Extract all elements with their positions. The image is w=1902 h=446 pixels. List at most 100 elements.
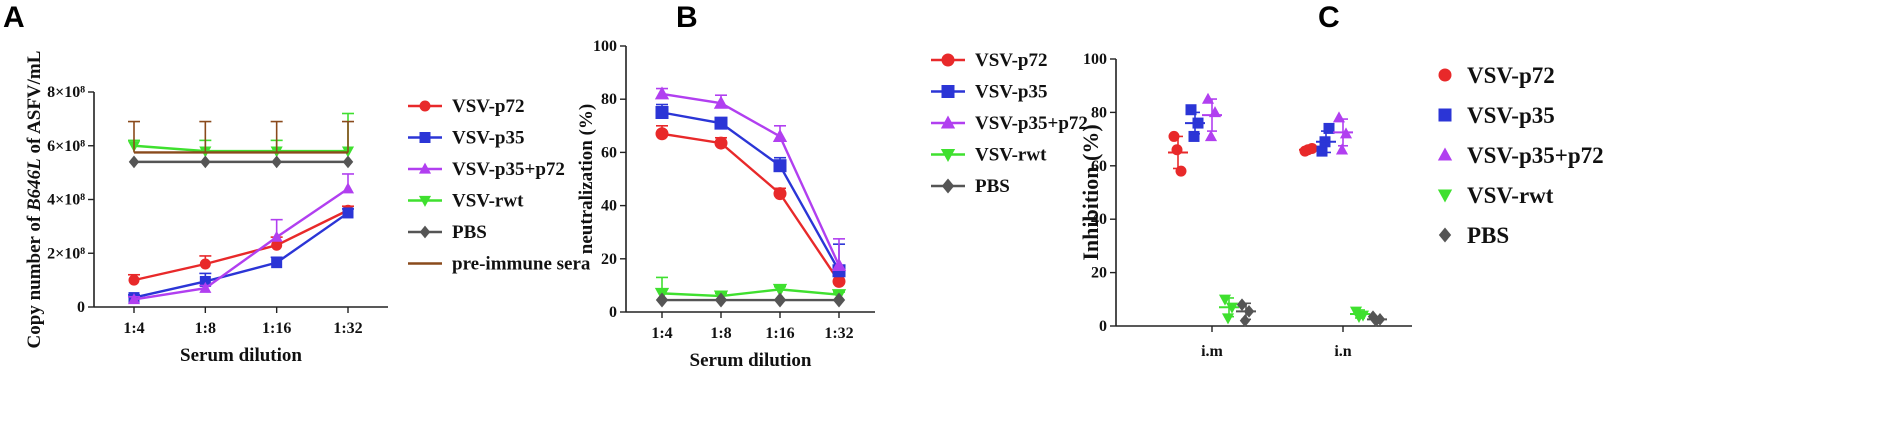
panel-c-legend-item-vsv-p72-label: VSV-p72 (1467, 63, 1555, 88)
panel-a-series-pre-immune-sera (128, 120, 354, 154)
panel-b-x-axis-title: Serum dilution (690, 350, 812, 371)
panel-c-series-pbs-point (1236, 298, 1248, 311)
panel-b-legend-item-vsv-p35-p72: VSV-p35+p72 (931, 113, 1088, 134)
panel-b-series-vsv-p72-line (661, 132, 840, 283)
panel-c-series-pbs (1236, 298, 1387, 327)
panel-a-series-vsv-p35-p72-point (270, 230, 283, 242)
panel-a-plot: 0 2×10⁸ 4×10⁸ 6×10⁸ 8×10⁸ 1:4 1:8 1:16 1:32 Serum… (24, 51, 388, 366)
panel-letter-c: C (1318, 1, 1340, 34)
panel-b-series-vsv-p35-point (773, 159, 787, 173)
panel-a-series-vsv-p72-point (199, 258, 211, 270)
panel-a-x-axis-title: Serum dilution (180, 345, 302, 366)
panel-a-series-vsv-p35-point (342, 207, 354, 219)
panel-b-series-vsv-p35-p72-point (831, 257, 847, 271)
panel-a-series-pbs-point (271, 155, 282, 169)
panel-a: A 0 2×10⁸ 4×10⁸ 6×10⁸ 8×10⁸ 1:4 1:8 1:16 1:32 Ser… (3, 1, 591, 366)
panel-a-y-tick-label: 4×10⁸ (47, 192, 85, 209)
panel-b-series-pbs (655, 292, 846, 308)
panel-c-legend-item-vsv-p72: VSV-p72 (1438, 63, 1555, 88)
panel-c-legend-item-vsv-rwt-swatch-marker (1437, 189, 1453, 203)
panel-c-series-vsv-p35-point (1188, 130, 1200, 142)
panel-b-series-vsv-p35 (655, 103, 846, 278)
panel-a-legend-item-vsv-rwt-swatch-marker (418, 195, 432, 207)
panel-b-legend-item-vsv-rwt: VSV-rwt (931, 145, 1047, 166)
panel-b-legend-item-vsv-rwt-swatch-marker (940, 148, 956, 162)
panel-c-legend-item-vsv-p35-swatch-marker (1438, 108, 1452, 122)
panel-a-series-vsv-p72 (128, 204, 354, 286)
panel-b-legend-item-vsv-p72: VSV-p72 (931, 50, 1048, 71)
panel-a-legend-item-vsv-rwt-label: VSV-rwt (452, 191, 524, 212)
panel-a-legend-item-pbs-swatch-marker (419, 225, 431, 239)
panel-a-x-tick-label: 1:16 (262, 320, 291, 337)
panel-c-y-tick-label: 80 (1091, 104, 1107, 121)
panel-b-legend-item-vsv-rwt-label: VSV-rwt (975, 145, 1047, 166)
panel-a-legend-item-vsv-p35-label: VSV-p35 (452, 128, 525, 149)
panel-b-legend-item-vsv-p72-label: VSV-p72 (975, 50, 1048, 71)
panel-b-series-vsv-p72-point (655, 127, 669, 141)
panel-c-y-tick-label: 0 (1099, 318, 1107, 335)
panel-a-series-vsv-p35-p72-line (133, 187, 349, 301)
panel-a-legend-item-pbs: PBS (408, 222, 487, 243)
panel-c-x-tick-label: i.n (1334, 343, 1351, 360)
panel-c-legend-item-vsv-p35-p72-label: VSV-p35+p72 (1467, 143, 1604, 168)
panel-b-y-axis-title: neutralization (%) (576, 104, 597, 254)
panel-b-y-tick-label: 100 (593, 38, 617, 55)
panel-a-series-vsv-p72-line (133, 209, 349, 282)
panel-c-legend-item-pbs-label: PBS (1467, 223, 1509, 248)
panel-a-legend-item-vsv-p35-p72-swatch-marker (418, 162, 432, 174)
panel-b-series-vsv-p35-p72-point (713, 95, 729, 109)
panel-a-series-vsv-p35-p72-point (127, 293, 141, 305)
panel-a-legend: VSV-p72 VSV-p35 VSV-p35+p72 VSV-rwt PBS pre-i… (408, 96, 591, 275)
panel-c-series-vsv-p35-p72-point (1204, 130, 1218, 142)
panel-c-legend-item-vsv-p35: VSV-p35 (1438, 103, 1555, 128)
panel-a-y-axis-title-part: B646L (24, 158, 45, 212)
panel-a-legend-item-pre-immune-sera-label: pre-immune sera (452, 254, 591, 275)
panel-a-series-pbs-point (200, 155, 211, 169)
panel-a-legend-item-vsv-p72: VSV-p72 (408, 96, 525, 117)
panel-b-series-vsv-p72-point (773, 187, 787, 201)
panel-b-legend-item-vsv-p72-swatch-marker (941, 53, 955, 67)
panel-a-legend-item-pre-immune-sera: pre-immune sera (408, 254, 591, 275)
panel-a-series-vsv-rwt-line (133, 144, 348, 153)
panel-b-y-tick-label: 20 (601, 251, 617, 268)
panel-b-plot: 0 20 40 60 80 100 1:4 1:8 1:16 1:32 Serum dilution… (576, 38, 875, 371)
panel-b-series-vsv-p35-line (661, 111, 841, 272)
panel-a-series-vsv-rwt (127, 112, 355, 158)
panel-c-series-pbs-point (1239, 314, 1251, 327)
panel-c-series-vsv-p35-p72-point (1335, 143, 1349, 155)
panel-b-series-vsv-p72 (655, 125, 846, 288)
panel-c-legend-item-pbs: PBS (1438, 223, 1509, 248)
panel-b-series-vsv-p35-point (714, 116, 728, 130)
panel-a-legend-item-vsv-p35-p72: VSV-p35+p72 (408, 159, 565, 180)
panel-c-legend: VSV-p72 VSV-p35 VSV-p35+p72 VSV-rwt PBS (1437, 63, 1604, 248)
panel-c-series-vsv-p35-point (1323, 122, 1335, 134)
panel-c-series-vsv-p35-point (1316, 145, 1328, 157)
panel-letter-a: A (3, 1, 25, 34)
panel-b-legend-item-vsv-p35-label: VSV-p35 (975, 82, 1048, 103)
panel-b-series-vsv-rwt-point (772, 283, 788, 297)
panel-c-series-vsv-rwt-point (1221, 313, 1235, 325)
panel-b-series-vsv-p72-point (714, 136, 728, 150)
panel-a-series-vsv-p35-line (133, 211, 349, 299)
panel-b-series-vsv-rwt-line (661, 288, 840, 298)
panel-b-legend-item-pbs: PBS (931, 176, 1010, 197)
panel-a-series-vsv-p35-p72-point (341, 182, 355, 194)
panel-c-legend-item-pbs-swatch-marker (1438, 227, 1452, 243)
panel-b-legend-item-vsv-p35-p72-swatch-marker (940, 115, 956, 129)
panel-b-series-vsv-p35-p72-line (661, 92, 841, 266)
panel-b-series-pbs-point (714, 292, 728, 308)
panel-c-legend-item-vsv-p35-p72: VSV-p35+p72 (1437, 143, 1604, 168)
panel-c-y-tick-label: 60 (1091, 158, 1107, 175)
panel-a-series-vsv-p35-p72-point (199, 281, 212, 293)
panel-a-series-vsv-p35-p72 (127, 173, 355, 305)
panel-c-legend-item-vsv-rwt: VSV-rwt (1437, 183, 1554, 208)
panel-c-y-tick-label: 40 (1091, 211, 1107, 228)
panel-a-y-tick-label: 6×10⁸ (47, 138, 85, 155)
panel-c-series-vsv-p35-p72-point (1201, 92, 1215, 104)
panel-b-legend-item-pbs-label: PBS (975, 176, 1010, 197)
panel-b-series-vsv-p35-point (655, 106, 669, 119)
panel-b-series-vsv-p72-point (832, 274, 846, 288)
panel-b: B 0 20 40 60 80 100 1:4 1:8 1:16 1:32 Serum diluti… (576, 1, 1088, 371)
panel-c-y-tick-label: 20 (1091, 265, 1107, 282)
